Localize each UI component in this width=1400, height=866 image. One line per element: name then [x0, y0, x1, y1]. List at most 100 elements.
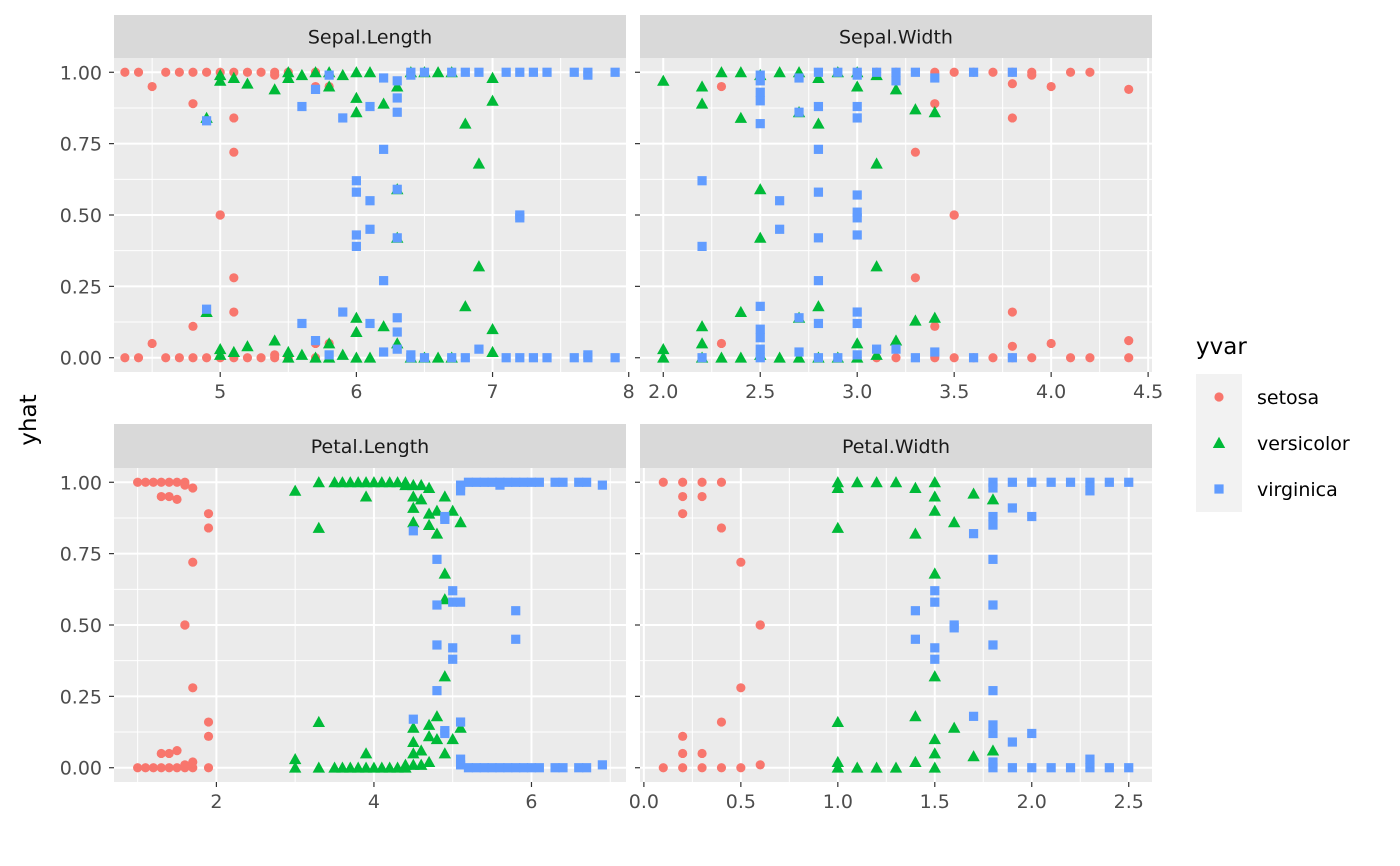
point-setosa	[188, 763, 198, 773]
point-virginica	[930, 586, 940, 596]
point-virginica	[419, 67, 430, 77]
legend-label-versicolor: versicolor	[1257, 433, 1350, 455]
y-tick-label: 1.00	[60, 472, 102, 494]
point-setosa	[188, 99, 198, 109]
point-setosa	[1027, 353, 1037, 363]
point-virginica	[471, 477, 481, 487]
x-tick-label: 3.0	[842, 381, 872, 403]
point-versicolor	[909, 314, 922, 326]
point-virginica	[511, 606, 521, 616]
x-tick-label: 4.5	[1133, 381, 1163, 403]
point-virginica	[448, 654, 458, 664]
point-virginica	[597, 760, 607, 770]
point-versicolor	[359, 747, 373, 759]
point-versicolor	[375, 761, 389, 773]
point-setosa	[1027, 70, 1037, 80]
point-virginica	[833, 67, 843, 77]
point-virginica	[408, 526, 418, 536]
point-virginica	[852, 307, 862, 317]
point-virginica	[432, 554, 442, 564]
facet-strip	[640, 15, 1152, 58]
point-setosa	[1065, 353, 1076, 363]
point-versicolor	[422, 507, 436, 519]
point-virginica	[460, 67, 470, 77]
point-setosa	[697, 477, 707, 487]
point-virginica	[392, 313, 402, 323]
point-virginica	[201, 304, 212, 314]
point-setosa	[949, 353, 959, 363]
point-versicolor	[391, 476, 404, 488]
point-versicolor	[431, 66, 445, 78]
point-setosa	[148, 763, 158, 773]
y-tick-label: 0.25	[60, 686, 102, 708]
point-virginica	[455, 486, 466, 496]
point-virginica	[1065, 763, 1076, 773]
point-virginica	[379, 73, 389, 83]
point-versicolor	[336, 348, 349, 360]
point-virginica	[365, 101, 375, 112]
point-setosa	[716, 338, 727, 349]
point-versicolor	[870, 157, 883, 169]
point-versicolor	[430, 504, 444, 516]
point-virginica	[1124, 477, 1134, 487]
point-virginica	[697, 241, 707, 251]
point-virginica	[392, 93, 402, 103]
point-setosa	[180, 480, 190, 490]
point-virginica	[365, 196, 375, 206]
point-virginica	[852, 213, 862, 223]
point-setosa	[716, 477, 727, 487]
point-versicolor	[351, 476, 365, 488]
point-versicolor	[446, 732, 459, 745]
point-virginica	[582, 763, 592, 773]
point-virginica	[526, 477, 537, 487]
point-setosa	[1007, 113, 1017, 123]
point-versicolor	[407, 478, 420, 491]
point-virginica	[813, 353, 824, 363]
point-versicolor	[967, 750, 980, 762]
point-setosa	[891, 353, 901, 363]
point-versicolor	[870, 761, 883, 773]
point-versicolor	[295, 68, 309, 81]
point-setosa	[201, 353, 212, 363]
point-virginica	[988, 520, 998, 530]
point-virginica	[775, 196, 785, 206]
point-setosa	[172, 763, 182, 773]
facet-panel-sepal-width: Sepal.Width 2.0 2.5 3.0 3.5 4.0 4.5	[635, 15, 1163, 403]
point-virginica	[988, 763, 998, 773]
point-versicolor	[344, 476, 357, 488]
point-versicolor	[657, 342, 670, 355]
point-virginica	[447, 353, 457, 363]
point-versicolor	[407, 501, 420, 513]
point-setosa	[256, 67, 266, 77]
point-versicolor	[295, 348, 309, 360]
point-setosa	[1065, 67, 1076, 77]
point-virginica	[297, 318, 307, 329]
point-virginica	[528, 67, 539, 77]
point-versicolor	[309, 351, 322, 363]
point-setosa	[215, 210, 225, 220]
point-versicolor	[438, 670, 452, 682]
x-tick-label: 2.5	[745, 381, 775, 403]
point-versicolor	[928, 761, 941, 773]
point-setosa	[148, 477, 158, 487]
point-versicolor	[336, 68, 349, 81]
point-versicolor	[734, 351, 748, 363]
point-versicolor	[734, 66, 748, 78]
point-virginica	[379, 347, 389, 357]
point-virginica	[515, 67, 525, 77]
point-setosa	[736, 557, 746, 567]
point-versicolor	[889, 334, 903, 346]
point-virginica	[324, 350, 334, 360]
point-setosa	[188, 557, 198, 567]
point-versicolor	[431, 351, 445, 363]
point-virginica	[351, 230, 361, 240]
point-versicolor	[928, 732, 941, 745]
point-versicolor	[407, 735, 420, 747]
point-versicolor	[383, 761, 396, 773]
point-virginica	[910, 353, 920, 363]
point-virginica	[968, 711, 979, 721]
point-setosa	[133, 763, 143, 773]
point-versicolor	[312, 476, 325, 488]
point-virginica	[432, 640, 442, 650]
point-virginica	[1027, 763, 1037, 773]
